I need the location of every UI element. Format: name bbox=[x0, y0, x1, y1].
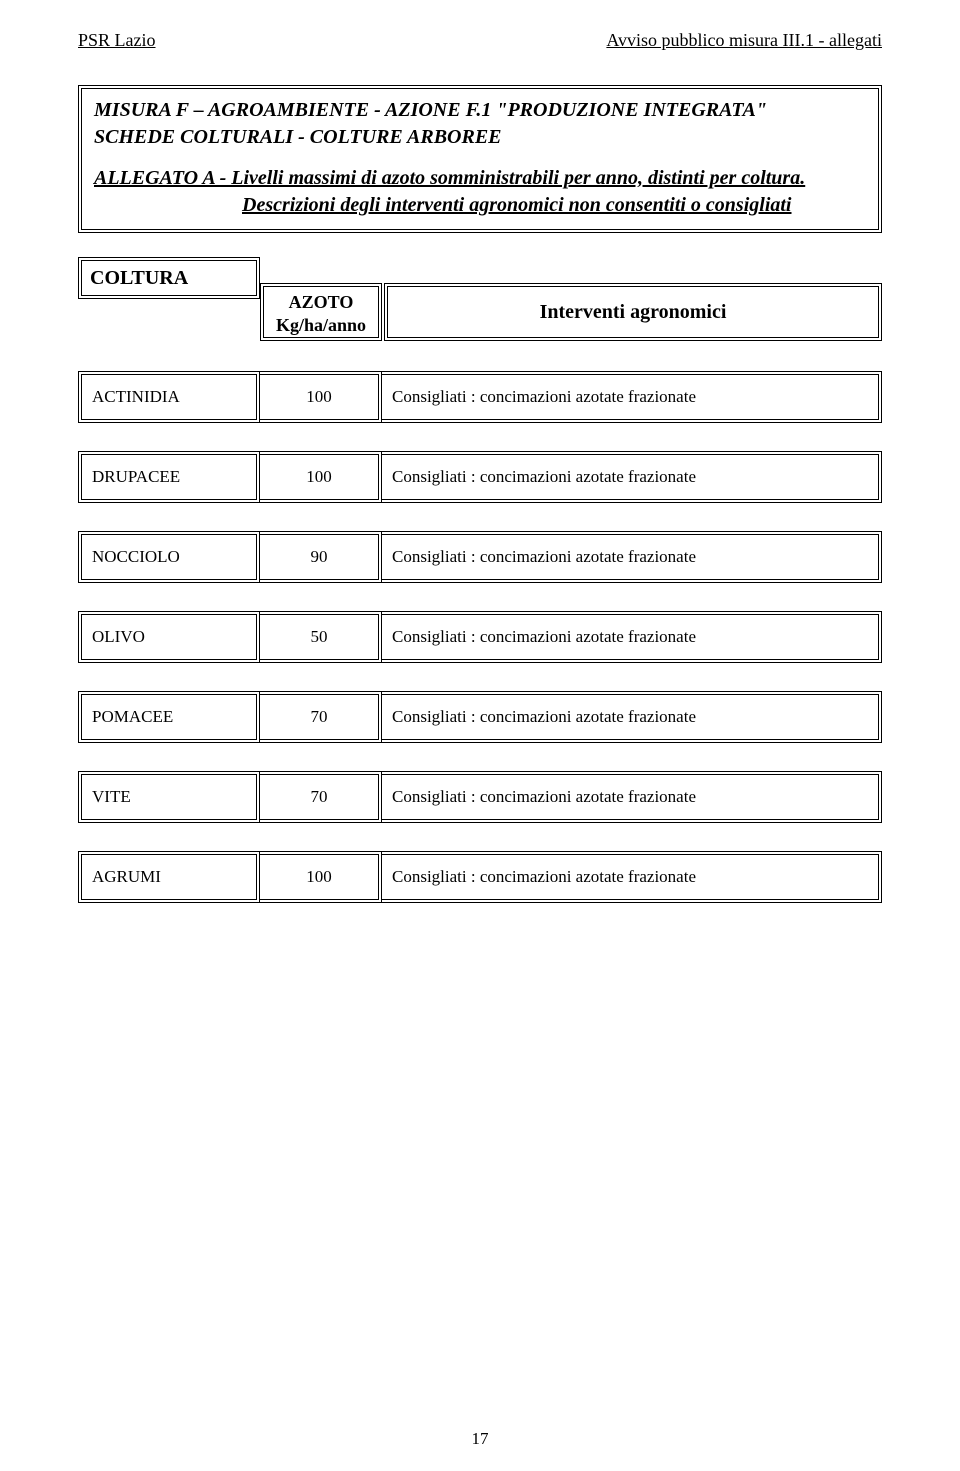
azoto-label-1: AZOTO bbox=[264, 291, 378, 314]
table-row: AGRUMI 100 Consigliati : concimazioni az… bbox=[78, 851, 882, 903]
cell-interventi: Consigliati : concimazioni azotate frazi… bbox=[382, 771, 882, 823]
table-header-row: COLTURA AZOTO Kg/ha/anno Interventi agro… bbox=[78, 257, 882, 343]
cell-coltura: ACTINIDIA bbox=[78, 371, 260, 423]
cell-interventi: Consigliati : concimazioni azotate frazi… bbox=[382, 531, 882, 583]
page: PSR Lazio Avviso pubblico misura III.1 -… bbox=[0, 0, 960, 1471]
subtitle-line-2: Descrizioni degli interventi agronomici … bbox=[94, 192, 866, 219]
table-row: POMACEE 70 Consigliati : concimazioni az… bbox=[78, 691, 882, 743]
cell-azoto: 100 bbox=[260, 451, 382, 503]
header-left: PSR Lazio bbox=[78, 30, 156, 51]
cell-interventi: Consigliati : concimazioni azotate frazi… bbox=[382, 451, 882, 503]
table-row: DRUPACEE 100 Consigliati : concimazioni … bbox=[78, 451, 882, 503]
cell-azoto: 70 bbox=[260, 771, 382, 823]
title-line-1: MISURA F – AGROAMBIENTE - AZIONE F.1 "PR… bbox=[94, 97, 866, 124]
cell-azoto: 100 bbox=[260, 371, 382, 423]
col-header-coltura: COLTURA bbox=[78, 257, 260, 299]
col-header-azoto: AZOTO Kg/ha/anno bbox=[260, 283, 382, 341]
table-row: OLIVO 50 Consigliati : concimazioni azot… bbox=[78, 611, 882, 663]
running-header: PSR Lazio Avviso pubblico misura III.1 -… bbox=[78, 30, 882, 51]
page-number: 17 bbox=[0, 1429, 960, 1449]
header-right: Avviso pubblico misura III.1 - allegati bbox=[606, 30, 882, 51]
cell-coltura: DRUPACEE bbox=[78, 451, 260, 503]
cell-interventi: Consigliati : concimazioni azotate frazi… bbox=[382, 851, 882, 903]
cell-coltura: NOCCIOLO bbox=[78, 531, 260, 583]
cell-azoto: 100 bbox=[260, 851, 382, 903]
table: COLTURA AZOTO Kg/ha/anno Interventi agro… bbox=[78, 257, 882, 903]
cell-azoto: 50 bbox=[260, 611, 382, 663]
cell-coltura: AGRUMI bbox=[78, 851, 260, 903]
cell-azoto: 70 bbox=[260, 691, 382, 743]
table-row: ACTINIDIA 100 Consigliati : concimazioni… bbox=[78, 371, 882, 423]
azoto-label-2: Kg/ha/anno bbox=[264, 314, 378, 337]
table-row: NOCCIOLO 90 Consigliati : concimazioni a… bbox=[78, 531, 882, 583]
cell-coltura: VITE bbox=[78, 771, 260, 823]
col-header-interventi: Interventi agronomici bbox=[384, 283, 882, 341]
title-box: MISURA F – AGROAMBIENTE - AZIONE F.1 "PR… bbox=[78, 85, 882, 233]
subtitle-line-1: ALLEGATO A - Livelli massimi di azoto so… bbox=[94, 165, 866, 192]
cell-interventi: Consigliati : concimazioni azotate frazi… bbox=[382, 371, 882, 423]
cell-interventi: Consigliati : concimazioni azotate frazi… bbox=[382, 611, 882, 663]
cell-coltura: OLIVO bbox=[78, 611, 260, 663]
table-row: VITE 70 Consigliati : concimazioni azota… bbox=[78, 771, 882, 823]
cell-coltura: POMACEE bbox=[78, 691, 260, 743]
title-line-2: SCHEDE COLTURALI - COLTURE ARBOREE bbox=[94, 124, 866, 151]
cell-interventi: Consigliati : concimazioni azotate frazi… bbox=[382, 691, 882, 743]
cell-azoto: 90 bbox=[260, 531, 382, 583]
